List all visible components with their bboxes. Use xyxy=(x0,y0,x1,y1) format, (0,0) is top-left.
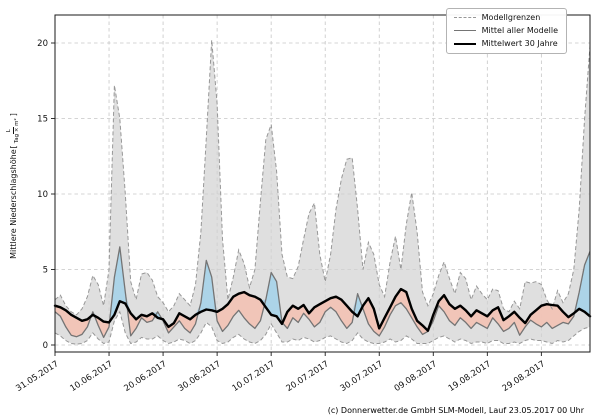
legend-item-model-bounds: Modellgrenzen xyxy=(453,13,558,22)
y-axis-label: Mittlere Niederschlagshöhe [ L Tag × m² … xyxy=(2,46,24,326)
x-tick-label: 19.08.2017 xyxy=(447,359,493,394)
climate-mean-line xyxy=(53,287,592,332)
y-tick-label: 0 xyxy=(43,341,48,351)
legend-label-climate-mean: Mittelwert 30 Jahre xyxy=(481,39,558,48)
x-tick-label: 20.07.2017 xyxy=(285,359,331,394)
model-max-line xyxy=(54,39,591,316)
model-range-area xyxy=(55,40,590,345)
copyright-caption: (c) Donnerwetter.de GmbH SLM-Modell, Lau… xyxy=(327,406,584,415)
x-tick-label: 09.08.2017 xyxy=(393,359,439,394)
x-tick-label: 29.08.2017 xyxy=(501,359,547,394)
x-tick-label: 20.06.2017 xyxy=(122,359,168,394)
x-tick-label: 30.06.2017 xyxy=(176,359,222,394)
legend-label-model-bounds: Modellgrenzen xyxy=(481,13,541,22)
x-tick-label: 31.05.2017 xyxy=(14,359,60,394)
y-tick-label: 5 xyxy=(43,266,48,276)
y-tick-label: 10 xyxy=(37,190,48,200)
model-mean-line xyxy=(54,246,591,339)
x-tick-label: 10.07.2017 xyxy=(231,359,277,394)
legend-label-model-mean: Mittel aller Modelle xyxy=(481,26,558,35)
y-tick-label: 20 xyxy=(37,39,48,49)
legend: Modellgrenzen Mittel aller Modelle Mitte… xyxy=(445,8,567,54)
x-tick-label: 30.07.2017 xyxy=(339,359,385,394)
y-axis-unit-close-bracket: ] xyxy=(8,113,18,117)
legend-item-climate-mean: Mittelwert 30 Jahre xyxy=(453,39,558,48)
plot-border xyxy=(54,14,591,353)
legend-item-model-mean: Mittel aller Modelle xyxy=(453,26,558,35)
black-line-icon xyxy=(453,42,476,45)
x-tick-label: 10.06.2017 xyxy=(68,359,114,394)
dashed-line-icon xyxy=(453,17,476,18)
y-axis-unit-numerator: L xyxy=(6,127,14,135)
model-min-line xyxy=(54,310,591,345)
y-axis-unit-fraction: L Tag × m² xyxy=(6,118,20,143)
y-axis-label-text: Mittlere Niederschlagshöhe xyxy=(8,149,18,259)
y-tick-label: 15 xyxy=(37,115,48,125)
gray-line-icon xyxy=(453,30,476,31)
y-axis-unit-open-bracket: [ xyxy=(8,145,18,149)
y-axis-unit-denominator: Tag × m² xyxy=(13,118,20,144)
below-normal-area xyxy=(55,246,590,338)
